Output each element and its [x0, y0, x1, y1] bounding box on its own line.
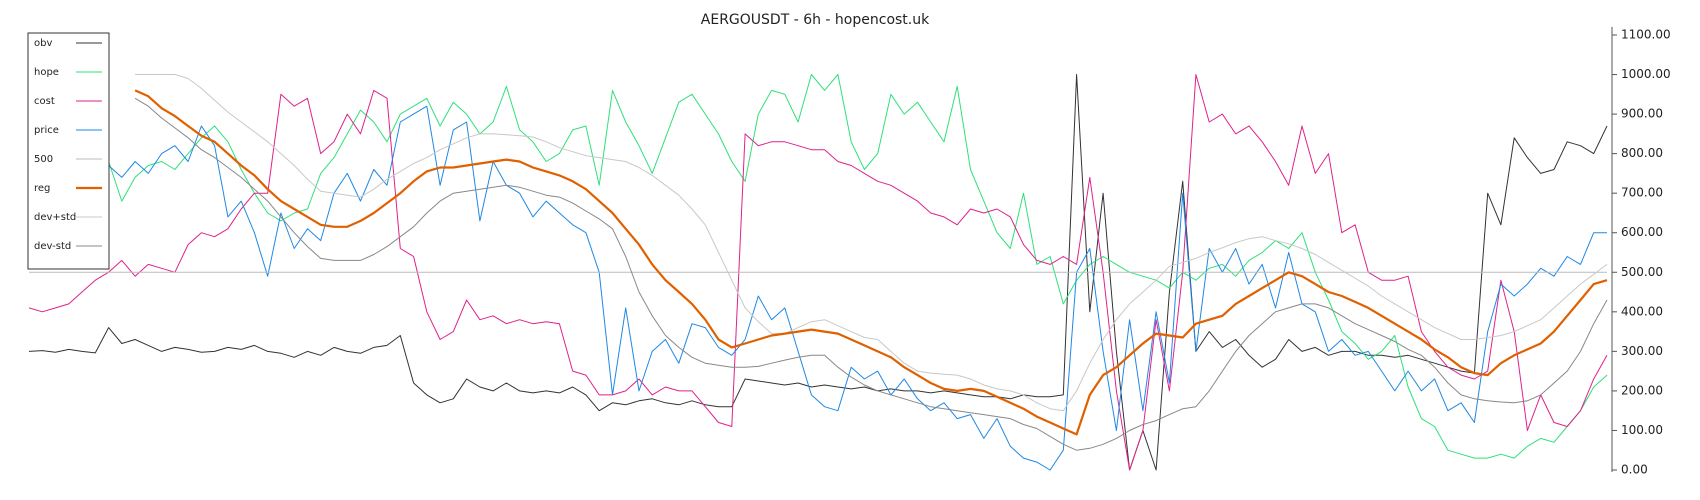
legend: obv hope cost price 500 reg dev+std dev-std: [27, 32, 110, 270]
y-tick-label: 0.00: [1621, 463, 1648, 477]
series-line: [28, 74, 1608, 471]
legend-label: reg: [34, 183, 50, 194]
legend-label: dev+std: [34, 212, 76, 223]
series-line: [134, 89, 1608, 436]
series-line: [134, 97, 1608, 451]
legend-label: obv: [34, 38, 52, 49]
y-tick-label: 700.00: [1621, 186, 1663, 200]
series-line: [28, 74, 1608, 459]
y-tick-label: 100.00: [1621, 423, 1663, 437]
y-tick-label: 1000.00: [1621, 67, 1671, 81]
y-tick-label: 300.00: [1621, 344, 1663, 358]
legend-label: cost: [34, 96, 55, 107]
y-tick-label: 200.00: [1621, 383, 1663, 397]
series-line: [135, 74, 1608, 412]
legend-label: 500: [34, 154, 53, 165]
series-line: [28, 74, 1608, 471]
y-tick-label: 600.00: [1621, 225, 1663, 239]
y-tick-label: 900.00: [1621, 107, 1663, 121]
y-tick-label: 1100.00: [1621, 28, 1671, 42]
y-tick-label: 800.00: [1621, 146, 1663, 160]
series-line: [28, 74, 1607, 471]
legend-label: price: [34, 125, 59, 136]
legend-label: hope: [34, 67, 59, 78]
chart-title: AERGOUSDT - 6h - hopencost.uk: [701, 12, 930, 28]
y-tick-label: 400.00: [1621, 304, 1663, 318]
y-tick-label: 500.00: [1621, 265, 1663, 279]
legend-label: dev-std: [34, 241, 71, 252]
